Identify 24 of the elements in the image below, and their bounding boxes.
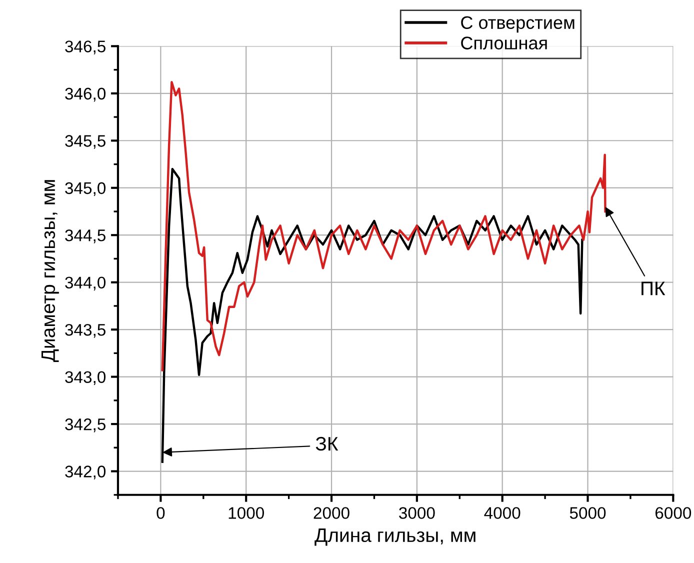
x-axis-title: Длина гильзы, мм <box>314 528 476 546</box>
y-tick-label: 345,5 <box>65 135 106 149</box>
y-tick-label: 343,5 <box>65 324 106 338</box>
y-tick-label: 343,0 <box>65 371 106 385</box>
x-tick-label: 0 <box>156 507 165 519</box>
y-tick-label: 344,5 <box>65 230 106 244</box>
x-tick-label: 2000 <box>314 507 350 519</box>
y-tick-label: 342,0 <box>65 466 106 480</box>
y-tick-label: 346,0 <box>65 88 106 102</box>
y-axis-title: Диаметр гильзы, мм <box>42 180 59 362</box>
y-tick-label: 345,0 <box>65 182 106 196</box>
x-tick-label: 6000 <box>655 507 692 519</box>
x-tick-label: 4000 <box>484 507 520 519</box>
x-tick-label: 3000 <box>399 507 435 519</box>
y-tick-label: 342,5 <box>65 418 106 432</box>
x-tick-label: 1000 <box>228 507 264 519</box>
annotation: ЗК <box>316 436 338 451</box>
y-tick-label: 346,5 <box>65 40 106 54</box>
line-series <box>161 168 584 463</box>
annotation: ПК <box>642 282 666 296</box>
y-tick-label: 344,0 <box>65 276 106 290</box>
x-tick-label: 5000 <box>570 507 606 519</box>
legend-label: Сплошная <box>461 36 547 50</box>
legend-label: С отверстием <box>461 16 574 33</box>
